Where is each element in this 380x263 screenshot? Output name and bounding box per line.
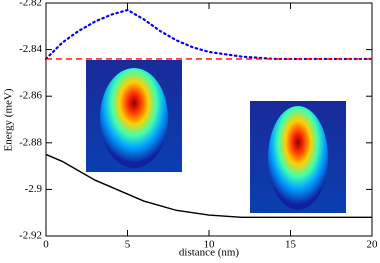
y-tick-label: -2.86: [19, 90, 42, 102]
y-tick-label: -2.88: [19, 136, 42, 148]
x-tick-label: 20: [367, 239, 379, 251]
y-tick-label: -2.92: [19, 230, 42, 242]
x-axis-label: distance (nm): [179, 247, 240, 259]
y-axis-label: Energy (meV): [3, 88, 15, 151]
y-tick-label: -2.9: [25, 183, 43, 195]
y-tick-label: -2.82: [19, 0, 42, 9]
x-tick-label: 10: [204, 239, 216, 251]
x-tick-label: 0: [43, 239, 49, 251]
x-tick-label: 5: [125, 239, 131, 251]
line-series: [44, 8, 374, 61]
line-series: [45, 153, 372, 219]
inset-image: [86, 60, 182, 172]
inset-image: [250, 101, 346, 213]
x-tick-label: 15: [285, 239, 297, 251]
y-tick-label: -2.84: [19, 43, 42, 55]
